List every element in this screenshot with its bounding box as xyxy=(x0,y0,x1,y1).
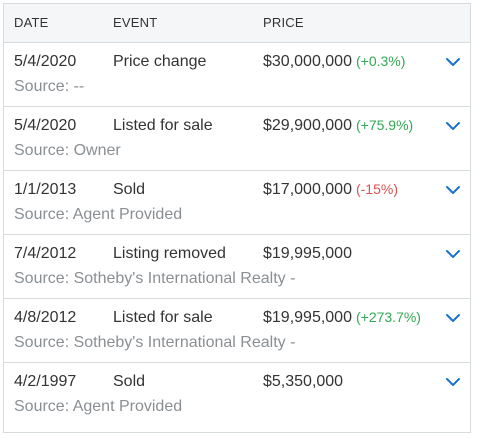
row-source: Source: Owner xyxy=(14,142,121,159)
chevron-down-icon[interactable] xyxy=(444,119,462,133)
row-source: Source: Agent Provided xyxy=(14,398,183,415)
row-price-change: (+0.3%) xyxy=(355,53,406,69)
row-price-cell: $19,995,000 xyxy=(263,245,352,263)
column-header-date: DATE xyxy=(14,15,49,30)
table-row[interactable]: 5/4/2020 Price change $30,000,000 (+0.3%)… xyxy=(4,43,470,107)
chevron-down-icon[interactable] xyxy=(444,375,462,389)
price-history-table: DATE EVENT PRICE 5/4/2020 Price change $… xyxy=(3,3,471,433)
table-row[interactable]: 4/2/1997 Sold $5,350,000 Source: Agent P… xyxy=(4,363,470,428)
table-row[interactable]: 4/8/2012 Listed for sale $19,995,000 (+27… xyxy=(4,299,470,363)
row-source: Source: Agent Provided xyxy=(14,206,183,223)
row-event: Sold xyxy=(113,181,146,198)
row-event: Price change xyxy=(113,53,207,70)
row-event: Sold xyxy=(113,373,146,390)
row-date: 5/4/2020 xyxy=(14,53,77,70)
row-date: 4/2/1997 xyxy=(14,373,77,390)
table-row[interactable]: 1/1/2013 Sold $17,000,000 (-15%) Source: … xyxy=(4,171,470,235)
row-price: $29,900,000 xyxy=(263,117,352,134)
row-date: 7/4/2012 xyxy=(14,245,77,262)
row-source: Source: Sotheby's International Realty - xyxy=(14,270,296,287)
chevron-down-icon[interactable] xyxy=(444,183,462,197)
row-price-cell: $30,000,000 (+0.3%) xyxy=(263,53,405,71)
row-price: $19,995,000 xyxy=(263,245,352,262)
row-event: Listing removed xyxy=(113,245,226,262)
row-price-change: (-15%) xyxy=(355,181,398,197)
chevron-down-icon[interactable] xyxy=(444,311,462,325)
row-source: Source: -- xyxy=(14,78,85,95)
row-price-cell: $29,900,000 (+75.9%) xyxy=(263,117,413,135)
row-price-cell: $5,350,000 xyxy=(263,373,343,391)
row-date: 5/4/2020 xyxy=(14,117,77,134)
row-event: Listed for sale xyxy=(113,309,213,326)
row-price-change: (+273.7%) xyxy=(355,309,421,325)
row-price-cell: $17,000,000 (-15%) xyxy=(263,181,398,199)
table-row[interactable]: 7/4/2012 Listing removed $19,995,000 Sou… xyxy=(4,235,470,299)
row-price: $17,000,000 xyxy=(263,181,352,198)
row-event: Listed for sale xyxy=(113,117,213,134)
chevron-down-icon[interactable] xyxy=(444,55,462,69)
column-header-price: PRICE xyxy=(263,15,304,30)
row-source: Source: Sotheby's International Realty - xyxy=(14,334,296,351)
table-row[interactable]: 5/4/2020 Listed for sale $29,900,000 (+75… xyxy=(4,107,470,171)
row-date: 4/8/2012 xyxy=(14,309,77,326)
column-header-event: EVENT xyxy=(113,15,158,30)
row-price: $5,350,000 xyxy=(263,373,344,390)
table-header: DATE EVENT PRICE xyxy=(4,4,470,43)
row-price-change: (+75.9%) xyxy=(355,117,414,133)
row-date: 1/1/2013 xyxy=(14,181,77,198)
row-price-cell: $19,995,000 (+273.7%) xyxy=(263,309,421,327)
row-price: $30,000,000 xyxy=(263,53,352,70)
chevron-down-icon[interactable] xyxy=(444,247,462,261)
row-price: $19,995,000 xyxy=(263,309,352,326)
